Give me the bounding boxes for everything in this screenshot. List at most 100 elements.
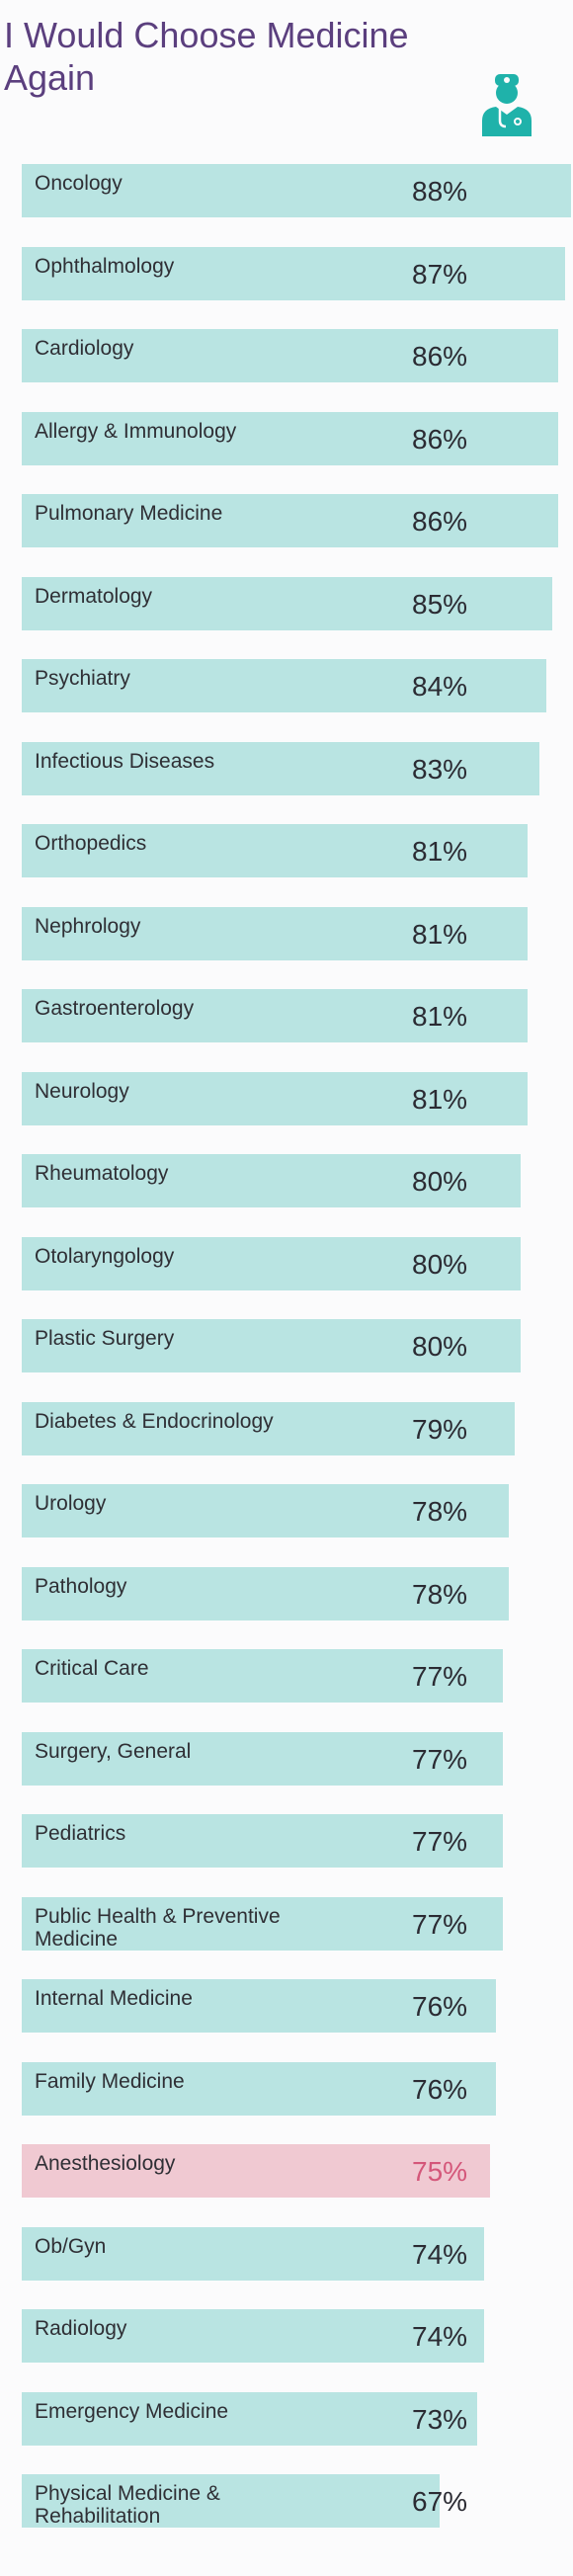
bar-value-label: 88% (412, 176, 468, 207)
bar-label: Plastic Surgery (35, 1327, 175, 1350)
bar (22, 1814, 503, 1868)
bar-value-label: 78% (412, 1579, 468, 1610)
bar-label: Rheumatology (35, 1162, 169, 1185)
bar-value-label: 74% (412, 2321, 468, 2352)
bar (22, 742, 539, 795)
bar-row: Dermatology 85% (22, 577, 573, 630)
bar-value-label: 77% (412, 1826, 468, 1857)
bar-label: Otolaryngology (35, 1245, 175, 1268)
bar-label: Nephrology (35, 915, 141, 938)
bar-value-label: 74% (412, 2239, 468, 2270)
bar (22, 1072, 528, 1125)
bar (22, 2392, 477, 2446)
bar (22, 2474, 440, 2528)
bar-label: Emergency Medicine (35, 2400, 229, 2423)
bar-label: Internal Medicine (35, 1987, 193, 2010)
bar-value-label: 81% (412, 919, 468, 950)
bar (22, 1402, 515, 1455)
bar-value-label: 80% (412, 1166, 468, 1197)
bar (22, 989, 528, 1042)
bar (22, 907, 528, 960)
bar (22, 659, 546, 712)
bar-row: Ophthalmology 87% (22, 247, 573, 300)
bar-row: Allergy & Immunology 86% (22, 412, 573, 465)
bar-row: Orthopedics 81% (22, 824, 573, 877)
bar-row: Pediatrics 77% (22, 1814, 573, 1868)
bar-value-label: 87% (412, 259, 468, 290)
bar-label: Ob/Gyn (35, 2235, 107, 2258)
bar-label: Diabetes & Endocrinology (35, 1410, 274, 1433)
bar-row: Emergency Medicine 73% (22, 2392, 573, 2446)
bar-value-label: 75% (412, 2156, 468, 2187)
bar-row: Psychiatry 84% (22, 659, 573, 712)
bar-value-label: 83% (412, 754, 468, 785)
bar-row: Rheumatology 80% (22, 1154, 573, 1207)
bar-value-label: 73% (412, 2404, 468, 2435)
bar (22, 577, 552, 630)
bar-label: Urology (35, 1492, 107, 1515)
bar (22, 824, 528, 877)
bar (22, 1979, 496, 2033)
bar-label: Ophthalmology (35, 255, 175, 278)
bar (22, 1154, 521, 1207)
bar-value-label: 76% (412, 1991, 468, 2022)
bar-row: Oncology 88% (22, 164, 573, 217)
bar-row: Otolaryngology 80% (22, 1237, 573, 1290)
bar-row: Physical Medicine & Rehabilitation 67% (22, 2474, 573, 2528)
bar-row: Pathology 78% (22, 1567, 573, 1620)
bar-label: Allergy & Immunology (35, 420, 237, 443)
bar-value-label: 77% (412, 1744, 468, 1775)
bar-row: Pulmonary Medicine 86% (22, 494, 573, 547)
bar-label: Gastroenterology (35, 997, 195, 1020)
bar-row: Family Medicine 76% (22, 2062, 573, 2116)
bar-label: Critical Care (35, 1657, 149, 1680)
bar (22, 1484, 509, 1537)
bar-row: Surgery, General 77% (22, 1732, 573, 1786)
bar-label: Psychiatry (35, 667, 130, 690)
bar (22, 2062, 496, 2116)
bar-row: Gastroenterology 81% (22, 989, 573, 1042)
bar (22, 2227, 484, 2281)
bar (22, 2144, 490, 2198)
bar-row: Cardiology 86% (22, 329, 573, 382)
bar (22, 1732, 503, 1786)
bar-value-label: 86% (412, 424, 468, 455)
bar (22, 1567, 509, 1620)
bar-value-label: 79% (412, 1414, 468, 1445)
bar-row: Nephrology 81% (22, 907, 573, 960)
bar-value-label: 85% (412, 589, 468, 620)
bar-label: Family Medicine (35, 2070, 185, 2093)
bar (22, 412, 558, 465)
bar (22, 1237, 521, 1290)
bar-row: Diabetes & Endocrinology 79% (22, 1402, 573, 1455)
bar-value-label: 77% (412, 1661, 468, 1692)
bar-label: Neurology (35, 1080, 129, 1103)
bar-row: Neurology 81% (22, 1072, 573, 1125)
bar-value-label: 76% (412, 2074, 468, 2105)
bar-label: Surgery, General (35, 1740, 192, 1763)
bar (22, 247, 565, 300)
chart-title: I Would Choose Medicine Again (4, 15, 409, 98)
bar-row: Ob/Gyn 74% (22, 2227, 573, 2281)
bar-row: Anesthesiology 75% (22, 2144, 573, 2198)
bar-value-label: 86% (412, 341, 468, 372)
bar-row: Infectious Diseases 83% (22, 742, 573, 795)
bar-value-label: 78% (412, 1496, 468, 1527)
bar-value-label: 81% (412, 1001, 468, 1032)
bar-label: Infectious Diseases (35, 750, 215, 773)
bar-value-label: 81% (412, 836, 468, 867)
bar-label: Physical Medicine & Rehabilitation (35, 2482, 220, 2528)
bar (22, 1649, 503, 1703)
bar (22, 1897, 503, 1951)
bar-value-label: 67% (412, 2486, 468, 2517)
bar-value-label: 81% (412, 1084, 468, 1115)
bar-row: Radiology 74% (22, 2309, 573, 2363)
bar-value-label: 80% (412, 1331, 468, 1362)
bar-label: Pediatrics (35, 1822, 126, 1845)
bar-row: Urology 78% (22, 1484, 573, 1537)
bar-label: Cardiology (35, 337, 134, 360)
bar-label: Public Health & Preventive Medicine (35, 1905, 281, 1951)
doctor-icon (482, 74, 532, 136)
bar-label: Dermatology (35, 585, 153, 608)
